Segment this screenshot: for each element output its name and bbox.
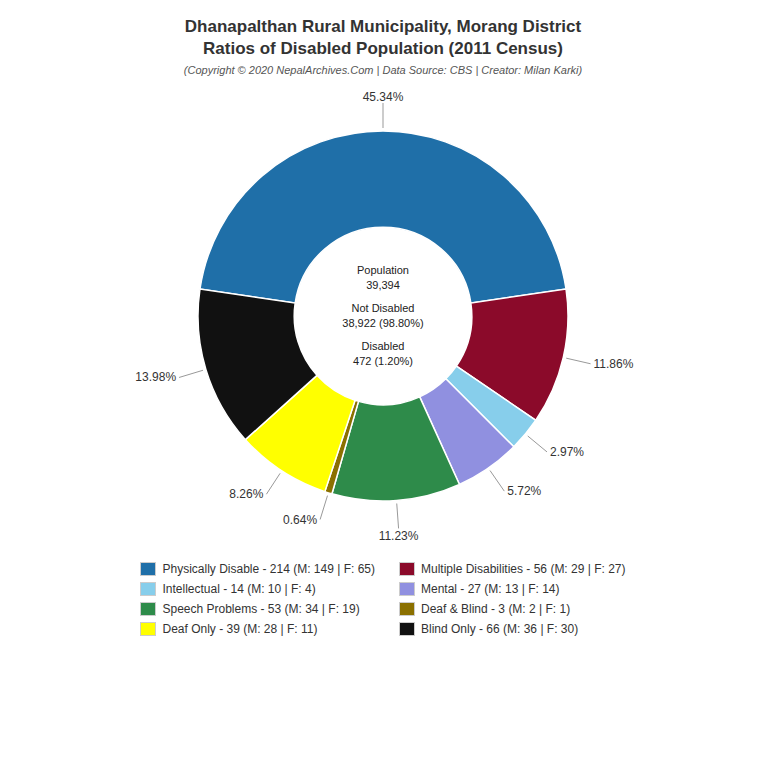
- svg-text:45.34%: 45.34%: [363, 90, 404, 104]
- svg-text:8.26%: 8.26%: [229, 487, 263, 501]
- svg-text:11.86%: 11.86%: [594, 357, 634, 371]
- html-text:Blind Only - 66 (M: 36 | F: 30: Blind Only - 66 (M: 36 | F: 30): [421, 622, 579, 636]
- html-text:Deaf & Blind - 3 (M: 2 | F: 1): Deaf & Blind - 3 (M: 2 | F: 1): [421, 602, 571, 616]
- html-text:Not Disabled: Not Disabled: [351, 302, 415, 314]
- html-text:Disabled: Disabled: [361, 340, 405, 352]
- svg-text:2.97%: 2.97%: [550, 445, 584, 459]
- html-text:472 (1.20%): 472 (1.20%): [353, 355, 413, 367]
- svg-text:5.72%: 5.72%: [507, 484, 541, 498]
- html-text:Ratios of Disabled Population: Ratios of Disabled Population (2011 Cens…: [203, 39, 563, 58]
- svg-text:0.64%: 0.64%: [283, 513, 317, 527]
- html-text:Physically Disable - 214 (M: 1: Physically Disable - 214 (M: 149 | F: 65…: [162, 562, 375, 576]
- svg-text:11.23%: 11.23%: [379, 529, 419, 543]
- html-text:Multiple Disabilities - 56 (M:: Multiple Disabilities - 56 (M: 29 | F: 2…: [421, 562, 626, 576]
- html-text:39,394: 39,394: [366, 279, 400, 291]
- svg-text:13.98%: 13.98%: [135, 370, 176, 384]
- html-text:Population: Population: [357, 264, 409, 276]
- html-text:Mental - 27 (M: 13 | F: 14): Mental - 27 (M: 13 | F: 14): [421, 582, 560, 596]
- html-text:Deaf Only - 39 (M: 28 | F: 11): Deaf Only - 39 (M: 28 | F: 11): [162, 622, 318, 636]
- html-text:Speech Problems - 53 (M: 34 |: Speech Problems - 53 (M: 34 | F: 19): [162, 602, 360, 616]
- html-text:Intellectual - 14 (M: 10 | F:: Intellectual - 14 (M: 10 | F: 4): [162, 582, 316, 596]
- html-text:(Copyright © 2020 NepalArchive: (Copyright © 2020 NepalArchives.Com | Da…: [183, 64, 583, 76]
- html-text:38,922 (98.80%): 38,922 (98.80%): [342, 317, 424, 329]
- html-text:Dhanapalthan Rural Municipalit: Dhanapalthan Rural Municipality, Morang …: [184, 17, 582, 36]
